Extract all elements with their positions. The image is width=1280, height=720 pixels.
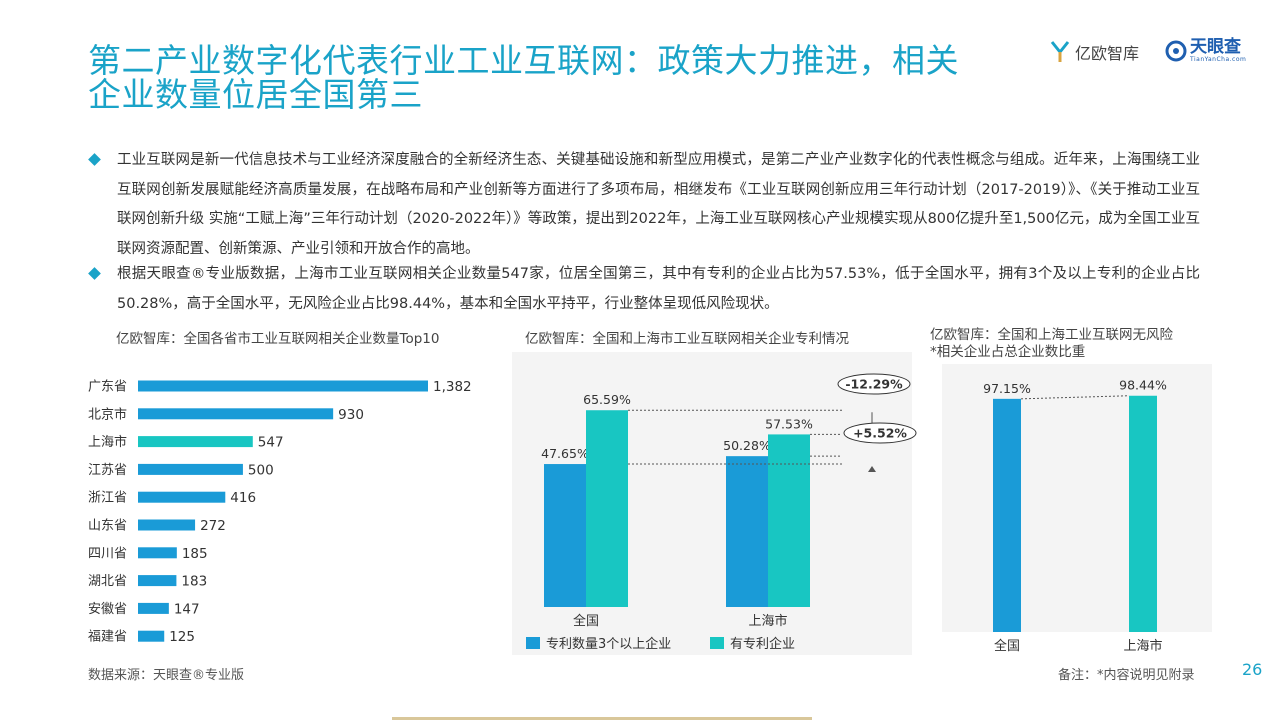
- chart2-value-label: 47.65%: [541, 446, 589, 461]
- chart1-value-label: 272: [200, 518, 226, 534]
- chart1-value-label: 185: [182, 546, 208, 562]
- chart3-category-label: 全国: [994, 638, 1020, 654]
- chart1-title: 亿欧智库：全国各省市工业互联网相关企业数量Top10: [116, 331, 440, 347]
- chart2-bar: [768, 434, 810, 607]
- page-number: 26: [1242, 660, 1263, 679]
- chart2-legend-swatch: [710, 637, 724, 649]
- chart1-category-label: 安徽省: [88, 602, 127, 617]
- chart1-bar: [138, 575, 177, 587]
- chart1-category-label: 湖北省: [88, 574, 127, 589]
- chart1-bar: [138, 491, 226, 503]
- chart1-bar: [138, 463, 243, 475]
- chart1-value-label: 500: [248, 462, 274, 478]
- chart2-value-label: 65.59%: [583, 392, 631, 407]
- chart1-value-label: 125: [169, 629, 195, 645]
- chart2-value-label: 50.28%: [723, 438, 771, 453]
- chart2-category-label: 上海市: [748, 613, 787, 629]
- chart2-annotation: -12.29%: [845, 377, 903, 392]
- bullet-text: 工业互联网是新一代信息技术与工业经济深度融合的全新经济生态、关键基础设施和新型应…: [117, 152, 1200, 257]
- chart3-category-label: 上海市: [1123, 638, 1162, 654]
- tianyancha-logo-icon: [1165, 40, 1187, 61]
- chart1-value-label: 930: [338, 407, 364, 423]
- chart2-patent-bar-chart: 47.65% 65.59% 全国 50.28% 57.53% 上海市 -12.29% +5.5…: [526, 373, 917, 652]
- chart1-bar: [138, 630, 165, 642]
- chart2-legend-label: 有专利企业: [730, 636, 795, 652]
- chart2-legend-swatch: [526, 637, 540, 649]
- chart1-value-label: 547: [258, 435, 284, 451]
- chart2-bar: [726, 456, 768, 607]
- chart2-arrowhead-icon: [868, 466, 876, 473]
- chart1-value-label: 147: [174, 601, 200, 617]
- tianyancha-logo-text: 天眼查: [1190, 37, 1241, 57]
- chart2-title: 亿欧智库：全国和上海市工业互联网相关企业专利情况: [525, 331, 849, 347]
- chart1-category-label: 上海市: [88, 434, 127, 450]
- chart1-bar: [138, 408, 334, 420]
- chart3-norisk-bar-chart: 97.15% 全国 98.44% 上海市: [983, 378, 1167, 654]
- yiou-logo: 亿欧智库: [1050, 40, 1139, 64]
- chart1-category-label: 江苏省: [88, 462, 127, 478]
- chart3-title-line-1: 亿欧智库：全国和上海工业互联网无风险: [930, 327, 1173, 343]
- chart2-annotation: +5.52%: [853, 426, 907, 441]
- bullet-paragraph-2: 根据天眼查®专业版数据，上海市工业互联网相关企业数量547家，位居全国第三，其中…: [88, 260, 1200, 319]
- page-title: 第二产业数字化代表行业工业互联网：政策大力推进，相关企业数量位居全国第三: [88, 41, 959, 114]
- yiou-logo-text: 亿欧智库: [1075, 44, 1140, 63]
- chart1-category-label: 北京市: [88, 406, 127, 422]
- chart3-bar: [993, 398, 1021, 632]
- chart3-bar: [1129, 395, 1157, 632]
- chart3-background: [942, 364, 1212, 632]
- diamond-bullet-icon: [88, 153, 101, 166]
- chart1-value-label: 416: [230, 490, 256, 506]
- diamond-bullet-icon: [88, 267, 101, 280]
- chart2-bar: [544, 464, 586, 607]
- chart2-category-label: 全国: [573, 613, 599, 629]
- chart1-value-label: 183: [181, 574, 207, 590]
- chart1-category-label: 浙江省: [88, 491, 127, 506]
- tianyancha-logo-subtext: TianYanCha.com: [1190, 56, 1247, 63]
- bottom-accent-bar: [392, 717, 812, 720]
- chart1-category-label: 福建省: [88, 630, 127, 645]
- chart1-bar: [138, 380, 428, 392]
- chart1-province-bar-chart: 广东省 1,382 北京市 930 上海市 547 江苏省 500 浙江省 416 山东省 272 四川…: [88, 379, 472, 645]
- chart1-bar: [138, 547, 177, 559]
- chart1-bar: [138, 602, 169, 614]
- chart2-bar: [586, 410, 628, 607]
- chart2-annotation-oval: [843, 422, 917, 444]
- chart1-category-label: 山东省: [88, 519, 127, 534]
- chart3-value-label: 98.44%: [1119, 378, 1167, 393]
- chart3-connector-line: [1020, 395, 1130, 400]
- yiou-logo-icon: [1050, 41, 1070, 62]
- chart3-title-line-2: *相关企业占总企业数比重: [930, 344, 1086, 360]
- footnote: 备注：*内容说明见附录: [1058, 668, 1195, 683]
- chart1-category-label: 广东省: [88, 380, 127, 395]
- chart3-title: 亿欧智库：全国和上海工业互联网无风险 *相关企业占总企业数比重: [930, 327, 1173, 361]
- chart2-annotation-oval: [837, 373, 911, 395]
- chart2-legend-label: 专利数量3个以上企业: [546, 636, 671, 652]
- data-source: 数据来源：天眼查®专业版: [88, 668, 245, 683]
- chart1-value-label: 1,382: [433, 379, 472, 395]
- tianyancha-logo: 天眼查 TianYanCha.com: [1165, 38, 1246, 63]
- bullet-paragraph-1: 工业互联网是新一代信息技术与工业经济深度融合的全新经济生态、关键基础设施和新型应…: [88, 146, 1200, 264]
- chart2-value-label: 57.53%: [765, 416, 813, 431]
- bullet-text: 根据天眼查®专业版数据，上海市工业互联网相关企业数量547家，位居全国第三，其中…: [117, 266, 1200, 312]
- chart3-value-label: 97.15%: [983, 381, 1031, 396]
- chart1-bar: [138, 436, 253, 448]
- chart1-category-label: 四川省: [88, 546, 127, 561]
- chart1-bar: [138, 519, 196, 531]
